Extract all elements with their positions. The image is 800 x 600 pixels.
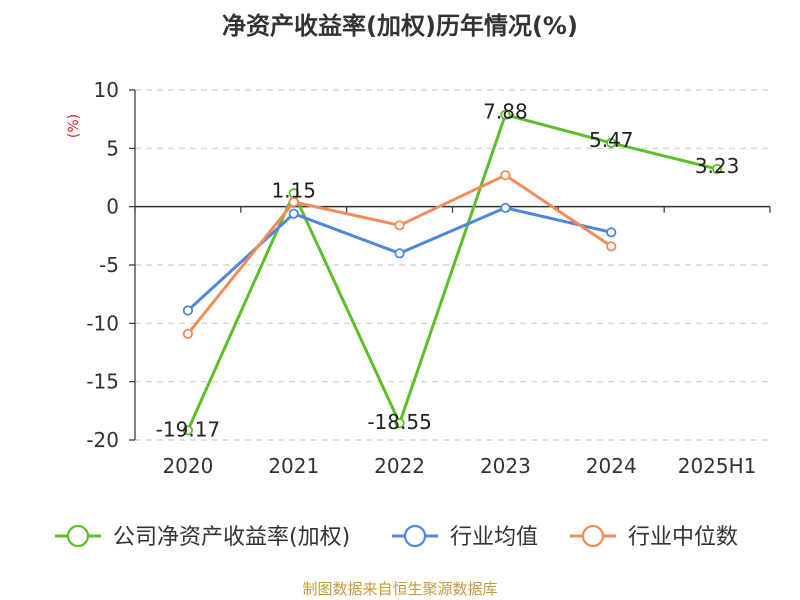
data-point [182,328,194,339]
data-point [606,241,617,252]
data-point [394,220,405,231]
chart-title: 净资产收益率(加权)历年情况(%) [222,12,578,40]
data-point [711,163,723,175]
data-point [500,202,511,213]
x-tick-label: 2021 [268,454,319,478]
data-label: 3.23 [695,154,740,178]
legend: 公司净资产收益率(加权) 行业均值 行业中位数 [55,524,738,550]
legend-marker [66,524,90,548]
data-point [606,227,617,238]
legend-marker [403,524,427,548]
series-line-0 [186,113,718,431]
y-tick-label: -5 [99,253,119,277]
y-tick-label: 5 [106,136,119,160]
data-point [182,305,194,316]
data-label: 1.15 [271,178,316,202]
y-axis-label: (%) [66,114,82,138]
chart-footer: 制图数据来自恒生聚源数据库 [302,580,498,598]
data-point [394,248,405,259]
data-point [394,417,405,429]
axes: 2020 2021 2022 2023 2024 2025H1 [129,89,771,478]
data-point [606,137,617,148]
y-tick-label: 10 [94,78,119,102]
data-point [288,196,299,208]
y-tick-label: 0 [106,195,119,219]
legend-label: 公司净资产收益率(加权) [113,525,350,550]
y-tick-label: -20 [86,428,119,452]
x-tick-label: 2024 [586,454,637,478]
data-label: -19.17 [156,417,220,441]
series [182,109,723,436]
x-tick-label: 2022 [374,454,425,478]
gridlines: 10 5 0 -5 -10 -15 -20 [86,78,770,452]
data-point [182,425,194,436]
data-label: 7.88 [483,100,528,124]
x-tick-label: 2020 [162,454,213,478]
x-tick-label: 2025H1 [678,454,757,478]
legend-label: 行业中位数 [628,525,738,550]
data-point [500,170,511,181]
data-label: -18.55 [367,410,431,434]
data-label: 5.47 [589,128,634,152]
y-tick-label: -15 [86,370,119,394]
legend-marker [581,524,605,548]
x-tick-label: 2023 [480,454,531,478]
data-labels: -19.17 1.15 -18.55 7.88 5.47 3.23 [156,100,740,442]
data-point [500,109,511,120]
data-point [288,208,299,219]
legend-label: 行业均值 [450,525,538,550]
y-tick-label: -10 [86,311,119,335]
